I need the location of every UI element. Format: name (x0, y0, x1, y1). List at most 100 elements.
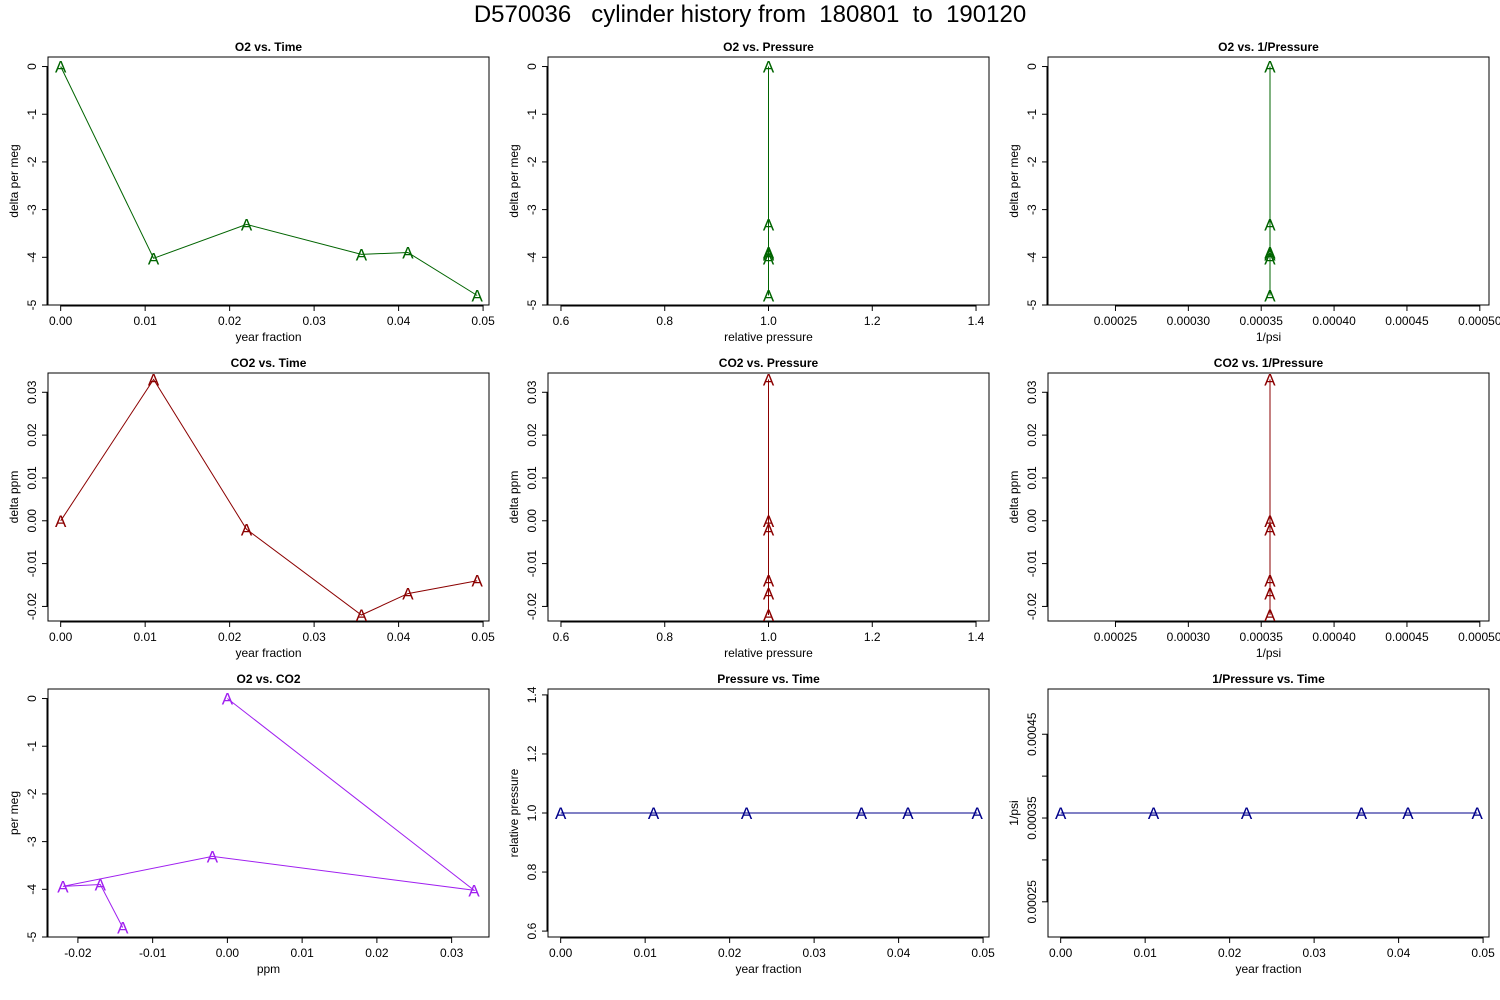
y-tick-label: 1.4 (525, 686, 539, 703)
data-point-marker: A (468, 881, 480, 900)
data-point-marker: A (356, 606, 368, 625)
data-point-marker: A (763, 572, 775, 591)
data-point-marker: A (55, 58, 67, 77)
panel-title: O2 vs. 1/Pressure (1218, 40, 1319, 54)
panel-title: Pressure vs. Time (717, 672, 820, 686)
x-tick-label: -0.02 (64, 946, 92, 960)
x-tick-label: 0.00030 (1167, 314, 1211, 328)
data-point-marker: A (148, 249, 160, 268)
y-tick-label: -4 (525, 252, 539, 263)
x-tick-label: 0.00 (549, 946, 573, 960)
plot-frame (1047, 688, 1490, 938)
plot-frame (1047, 56, 1490, 306)
panel-co2-vs-pressure: CO2 vs. Pressure 0.6 0.8 1.0 1.2 1.4 relative … (507, 356, 990, 660)
y-tick-label: 0.03 (525, 380, 539, 404)
x-tick-label: 0.04 (387, 630, 411, 644)
y-tick-label: 0.03 (1025, 380, 1039, 404)
data-point-marker: A (763, 249, 775, 268)
x-tick-label: 0.8 (656, 314, 673, 328)
panel-co2-vs-inv-pressure: CO2 vs. 1/Pressure 0.00025 0.00030 0.00035 0… (1007, 356, 1500, 660)
data-point-marker: A (763, 244, 775, 263)
y-tick-label: -4 (1025, 252, 1039, 263)
y-tick-label: -0.02 (25, 592, 39, 620)
x-tick-label: 0.6 (553, 314, 570, 328)
x-tick-label: 0.01 (633, 946, 657, 960)
series-line (60, 66, 478, 296)
plot-frame (47, 56, 490, 306)
y-tick-label: 0 (525, 63, 539, 70)
x-tick-label: -0.01 (139, 946, 167, 960)
x-tick-label: 1.2 (864, 630, 881, 644)
x-tick-label: 0.00035 (1240, 630, 1284, 644)
data-point-marker: A (402, 244, 414, 263)
x-tick-label: 0.03 (302, 314, 326, 328)
y-tick-label: 0.6 (525, 922, 539, 939)
y-tick-label: 0.01 (25, 466, 39, 490)
y-tick-label: -3 (25, 204, 39, 215)
data-point-marker: A (356, 245, 368, 264)
data-point-marker: A (1264, 58, 1276, 77)
main-title: D570036 cylinder history from 180801 to … (473, 1, 1027, 28)
x-tick-label: 0.05 (1471, 946, 1495, 960)
y-axis-label: delta per meg (7, 144, 21, 217)
y-axis-label: 1/psi (1007, 800, 1021, 825)
x-tick-label: 1.4 (968, 314, 985, 328)
data-point-marker: A (1264, 244, 1276, 263)
y-tick-label: -0.01 (525, 550, 539, 578)
x-tick-label: 1.4 (968, 630, 985, 644)
data-point-marker: A (472, 286, 484, 305)
data-point-marker: A (763, 58, 775, 77)
plot-frame (47, 372, 490, 622)
data-point-marker: A (763, 286, 775, 305)
data-point-marker: A (741, 804, 753, 823)
x-tick-label: 0.04 (887, 946, 911, 960)
x-axis-label: ppm (257, 962, 280, 976)
y-tick-label: 1.0 (525, 804, 539, 821)
x-tick-label: 0.00050 (1458, 314, 1500, 328)
y-axis-label: delta per meg (1007, 144, 1021, 217)
x-tick-label: 0.02 (718, 946, 742, 960)
panel-title: CO2 vs. Time (231, 356, 307, 370)
panel-title: O2 vs. Pressure (723, 40, 814, 54)
data-point-marker: A (763, 606, 775, 625)
x-tick-label: 0.00040 (1312, 630, 1356, 644)
y-axis-label: per meg (7, 791, 21, 835)
y-tick-label: -4 (25, 252, 39, 263)
data-point-marker: A (95, 876, 107, 895)
x-tick-label: 0.00 (49, 314, 73, 328)
x-axis-label: year fraction (1235, 962, 1301, 976)
data-point-marker: A (763, 520, 775, 539)
x-axis-label: relative pressure (724, 646, 813, 660)
y-tick-label: -3 (25, 836, 39, 847)
x-tick-label: 0.00045 (1385, 630, 1429, 644)
y-tick-label: 0.01 (525, 466, 539, 490)
data-point-marker: A (648, 804, 660, 823)
data-point-marker: A (1402, 804, 1414, 823)
x-tick-label: 0.03 (1302, 946, 1326, 960)
x-axis-label: 1/psi (1256, 330, 1281, 344)
x-tick-label: 0.03 (440, 946, 464, 960)
data-point-marker: A (1264, 245, 1276, 264)
data-point-marker: A (555, 804, 567, 823)
panel-o2-vs-inv-pressure: O2 vs. 1/Pressure 0.00025 0.00030 0.00035 0.… (1007, 40, 1500, 344)
x-tick-label: 0.02 (218, 314, 242, 328)
data-point-marker: A (1264, 370, 1276, 389)
y-tick-label: -2 (25, 156, 39, 167)
y-tick-label: 0 (25, 63, 39, 70)
data-point-marker: A (55, 512, 67, 531)
x-tick-label: 0.05 (471, 630, 495, 644)
plot-frame (47, 688, 490, 938)
y-axis-label: delta ppm (7, 471, 21, 524)
y-tick-label: -2 (1025, 156, 1039, 167)
panel-o2-vs-pressure: O2 vs. Pressure 0.6 0.8 1.0 1.2 1.4 relative p… (507, 40, 990, 344)
x-tick-label: 0.01 (133, 630, 157, 644)
x-tick-label: 0.02 (1218, 946, 1242, 960)
y-tick-label: -0.01 (1025, 550, 1039, 578)
data-point-marker: A (402, 585, 414, 604)
panel-pressure-vs-time: Pressure vs. Time 0.00 0.01 0.02 0.03 0.04 0.0… (507, 672, 995, 976)
data-point-marker: A (902, 804, 914, 823)
y-tick-label: 0.00 (25, 509, 39, 533)
data-point-marker: A (1241, 804, 1253, 823)
data-point-marker: A (1264, 520, 1276, 539)
